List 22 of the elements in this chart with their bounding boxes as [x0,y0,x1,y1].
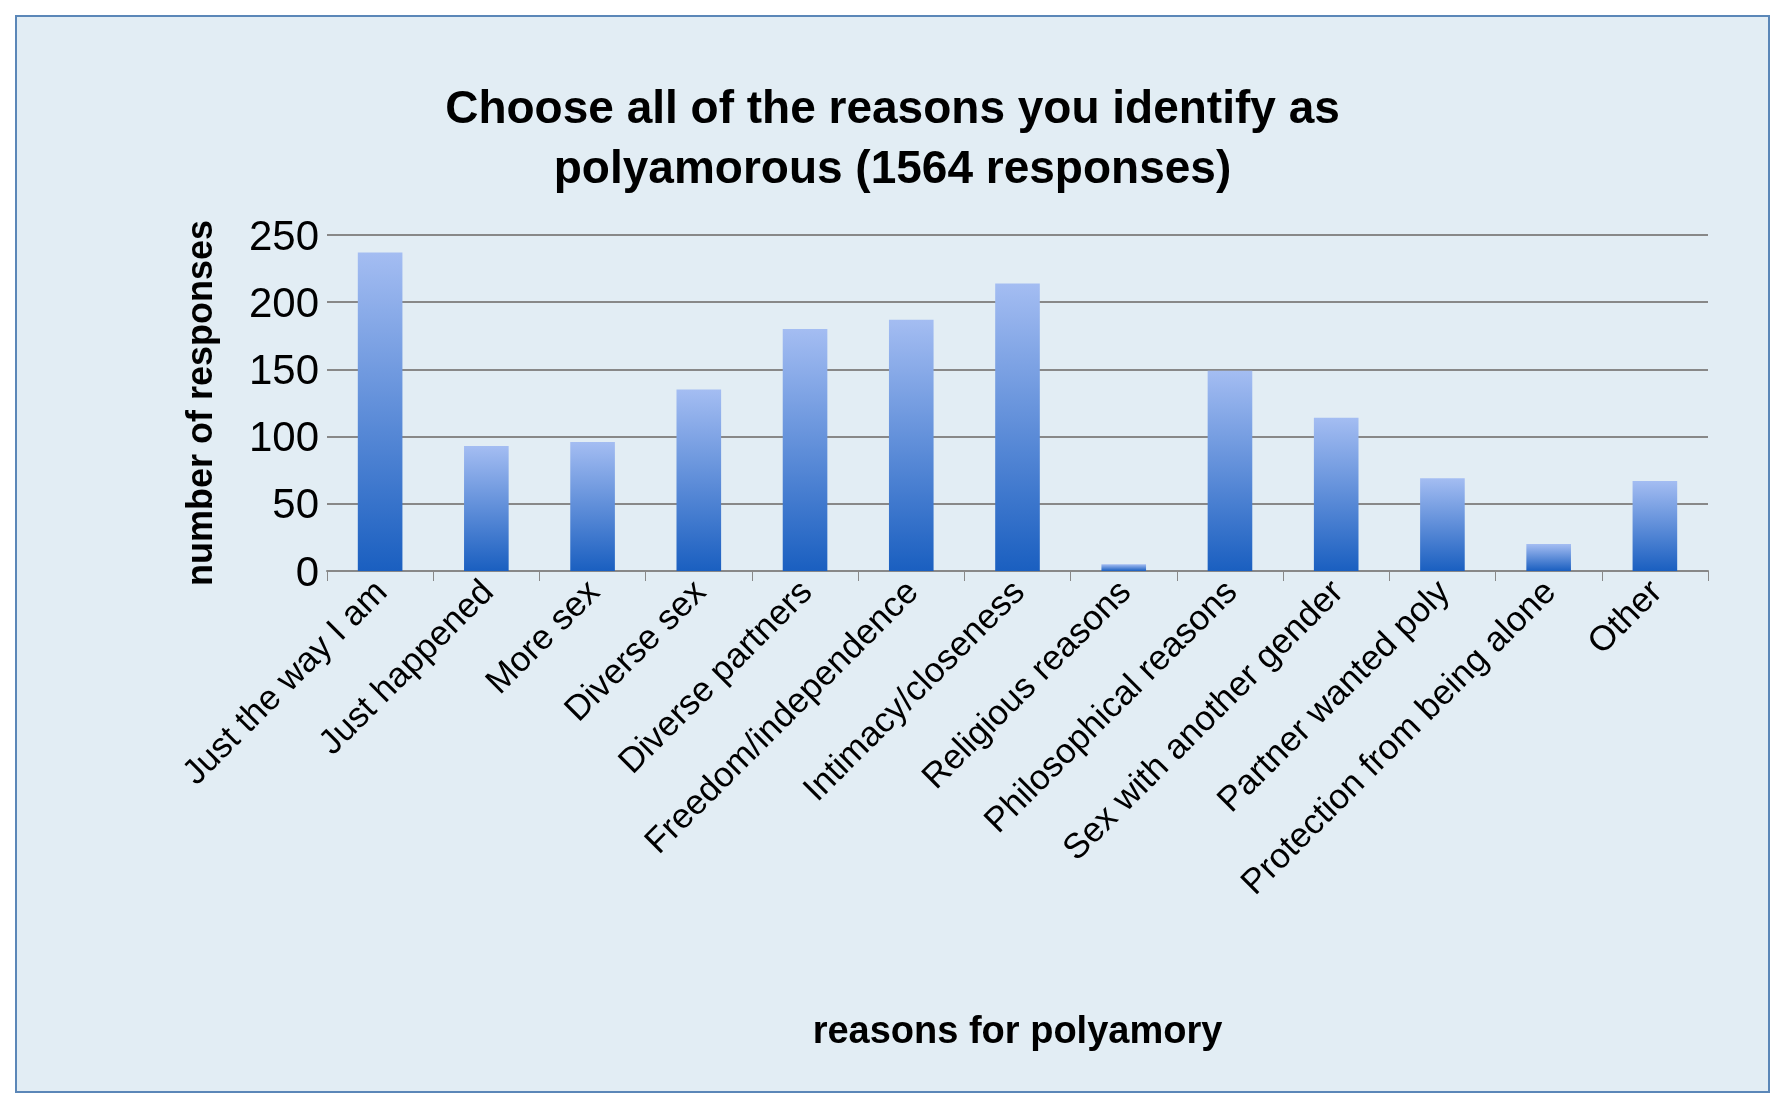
bar [888,319,934,571]
bar [676,389,722,571]
y-tick-label: 150 [248,345,319,393]
y-tick-label: 50 [272,480,319,528]
bar [570,441,615,571]
bar [464,446,509,571]
y-tick-label: 250 [248,211,319,259]
bar [357,252,403,571]
bar [1101,564,1147,571]
bar [1526,544,1571,571]
y-tick-label: 0 [295,547,319,595]
bar [1420,478,1465,571]
chart-title: Choose all of the reasons you identify as polyamorous (1564 responses) [445,81,1340,193]
bar [782,329,828,571]
bar [995,283,1040,571]
y-tick-label: 100 [248,413,319,461]
y-axis-title: number of responses [178,219,220,587]
x-axis-title: reasons for polyamory [812,1009,1223,1051]
bar [1632,480,1678,571]
y-tick-label: 200 [248,278,319,326]
bar [1313,417,1359,571]
bar [1207,370,1253,571]
